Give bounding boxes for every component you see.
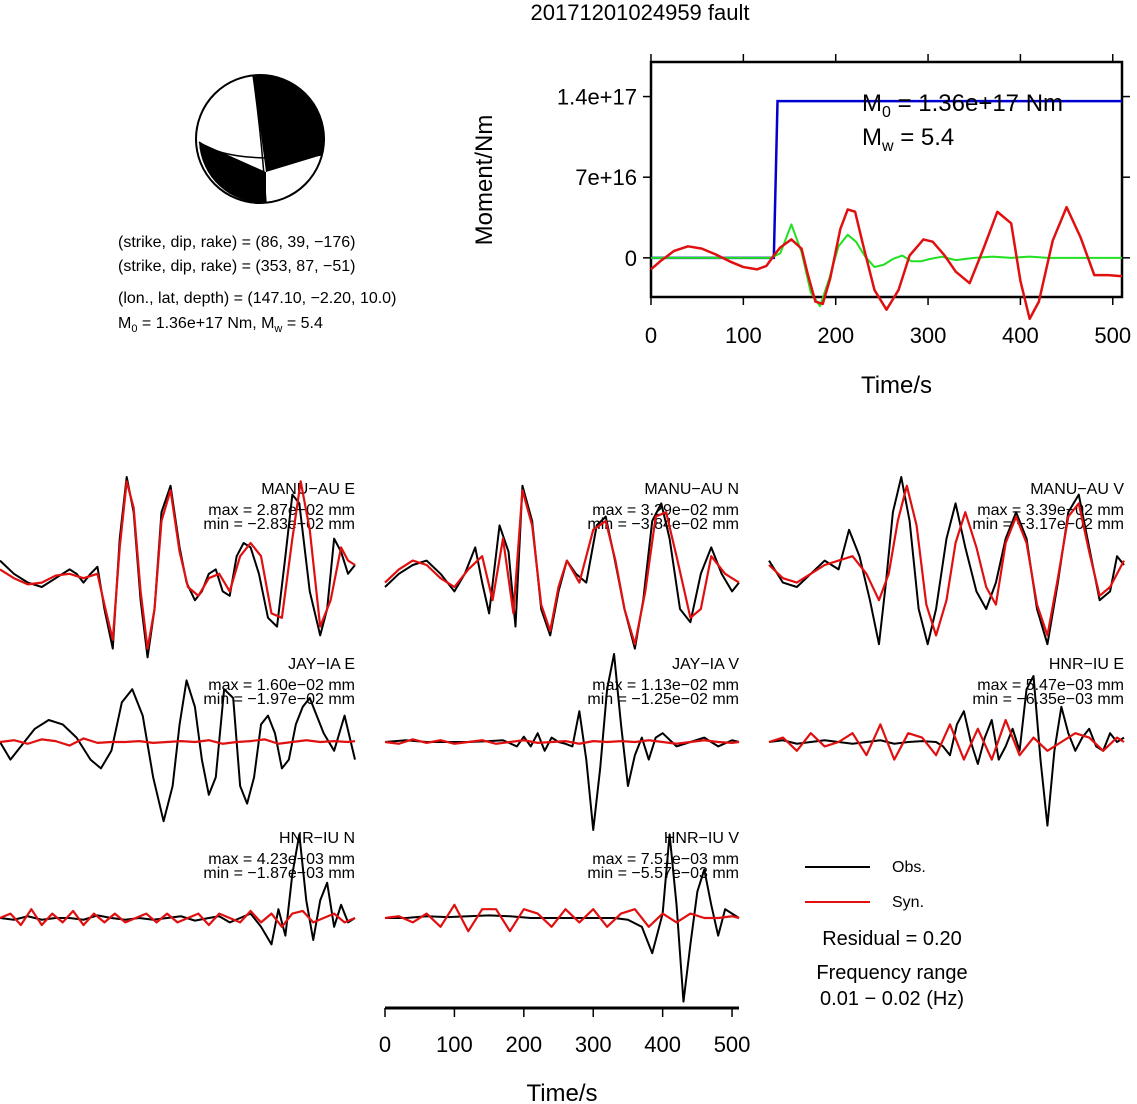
source-location: (lon., lat, depth) = (147.10, −2.20, 10.… bbox=[118, 290, 396, 307]
observed-trace bbox=[0, 833, 356, 946]
synthetic-trace bbox=[384, 903, 740, 933]
station-label: HNR−IU E bbox=[1049, 656, 1124, 673]
waveform-x-tick-label: 100 bbox=[436, 1032, 473, 1057]
synthetic-trace bbox=[0, 908, 356, 928]
moment-y-tick-label: 1.4e+17 bbox=[557, 85, 637, 110]
moment-plot-frame bbox=[649, 60, 1124, 299]
station-label: MANU−AU N bbox=[644, 481, 739, 498]
station-label: MANU−AU V bbox=[1030, 481, 1124, 498]
moment-annotation-mw: Mw = 5.4 bbox=[862, 124, 954, 155]
synthetic-trace bbox=[768, 484, 1125, 637]
max-amplitude: max = 5.47e−03 mm bbox=[977, 677, 1124, 694]
moment-time-plot: 0 100 200 300 400 500 0 7e+16 1.4e+17 Time/s Momen… bbox=[471, 54, 1131, 399]
synthetic-trace bbox=[0, 737, 356, 747]
moment-x-tick-label: 100 bbox=[725, 323, 762, 348]
moment-annotation-m0: M0 = 1.36e+17 Nm bbox=[862, 90, 1063, 121]
waveform-time-axis: 0 100 200 300 400 500 Time/s bbox=[379, 1006, 751, 1104]
waveform-x-label: Time/s bbox=[526, 1080, 597, 1104]
waveform-x-tick-label: 0 bbox=[379, 1032, 391, 1057]
figure-title: 20171201024959 fault bbox=[531, 0, 750, 25]
moment-series-rate bbox=[651, 223, 1122, 308]
max-amplitude: max = 1.13e−02 mm bbox=[592, 677, 739, 694]
waveform-x-tick-label: 200 bbox=[505, 1032, 542, 1057]
moment-x-label: Time/s bbox=[861, 372, 932, 399]
nodal-plane-1: (strike, dip, rake) = (86, 39, −176) bbox=[118, 234, 355, 251]
min-amplitude: min = −3.17e−02 mm bbox=[972, 516, 1124, 533]
observed-trace bbox=[0, 679, 356, 823]
max-amplitude: max = 3.29e−02 mm bbox=[592, 502, 739, 519]
moment-x-tick-label: 400 bbox=[1002, 323, 1039, 348]
waveform-x-tick-label: 300 bbox=[575, 1032, 612, 1057]
moment-y-label: Moment/Nm bbox=[471, 115, 498, 246]
synthetic-trace bbox=[0, 480, 356, 650]
moment-x-tick-label: 500 bbox=[1094, 323, 1131, 348]
max-amplitude: max = 2.87e−02 mm bbox=[208, 502, 355, 519]
min-amplitude: min = −5.57e−03 mm bbox=[587, 865, 739, 882]
synthetic-trace bbox=[384, 738, 740, 745]
moment-magnitude-line: M0 = 1.36e+17 Nm, Mw = 5.4 bbox=[118, 315, 323, 335]
frequency-range-title: Frequency range bbox=[816, 962, 967, 984]
min-amplitude: min = −3.84e−02 mm bbox=[587, 516, 739, 533]
max-amplitude: max = 1.60e−02 mm bbox=[208, 677, 355, 694]
station-label: HNR−IU N bbox=[279, 830, 355, 847]
waveform-x-tick-label: 400 bbox=[644, 1032, 681, 1057]
min-amplitude: min = −1.25e−02 mm bbox=[587, 691, 739, 708]
legend-obs-label: Obs. bbox=[892, 859, 926, 876]
moment-series-model bbox=[650, 205, 1123, 321]
moment-x-tick-label: 0 bbox=[645, 323, 657, 348]
moment-x-tick-label: 200 bbox=[817, 323, 854, 348]
max-amplitude: max = 7.51e−03 mm bbox=[592, 851, 739, 868]
moment-series-cumulative bbox=[651, 99, 1122, 260]
beachball-mechanism bbox=[195, 74, 325, 204]
min-amplitude: min = −6.35e−03 mm bbox=[972, 691, 1124, 708]
moment-annotation: M0 = 1.36e+17 Nm Mw = 5.4 bbox=[862, 90, 1063, 155]
waveform-x-tick-label: 500 bbox=[714, 1032, 751, 1057]
min-amplitude: min = −1.87e−03 mm bbox=[203, 865, 355, 882]
moment-y-tick-label: 0 bbox=[625, 246, 637, 271]
station-label: JAY−IA V bbox=[672, 656, 739, 673]
max-amplitude: max = 3.39e−02 mm bbox=[977, 502, 1124, 519]
min-amplitude: min = −2.83e−02 mm bbox=[203, 516, 355, 533]
observed-trace bbox=[385, 833, 740, 1003]
synthetic-trace bbox=[768, 718, 1125, 761]
residual-label: Residual = 0.20 bbox=[822, 928, 962, 950]
synthetic-trace bbox=[384, 489, 740, 646]
min-amplitude: min = −1.97e−02 mm bbox=[203, 691, 355, 708]
moment-x-tick-label: 300 bbox=[910, 323, 947, 348]
mechanism-info: (strike, dip, rake) = (86, 39, −176) (st… bbox=[118, 234, 396, 335]
legend-syn-label: Syn. bbox=[892, 894, 924, 911]
max-amplitude: max = 4.23e−03 mm bbox=[208, 851, 355, 868]
observed-trace bbox=[768, 476, 1125, 646]
legend: Obs. Syn. Residual = 0.20 Frequency rang… bbox=[805, 859, 968, 1010]
station-label: MANU−AU E bbox=[261, 481, 355, 498]
station-label: JAY−IA E bbox=[288, 656, 355, 673]
moment-y-tick-label: 7e+16 bbox=[575, 165, 637, 190]
nodal-plane-2: (strike, dip, rake) = (353, 87, −51) bbox=[118, 258, 355, 275]
observed-trace bbox=[384, 653, 740, 831]
frequency-range-value: 0.01 − 0.02 (Hz) bbox=[820, 988, 964, 1010]
station-label: HNR−IU V bbox=[664, 830, 739, 847]
